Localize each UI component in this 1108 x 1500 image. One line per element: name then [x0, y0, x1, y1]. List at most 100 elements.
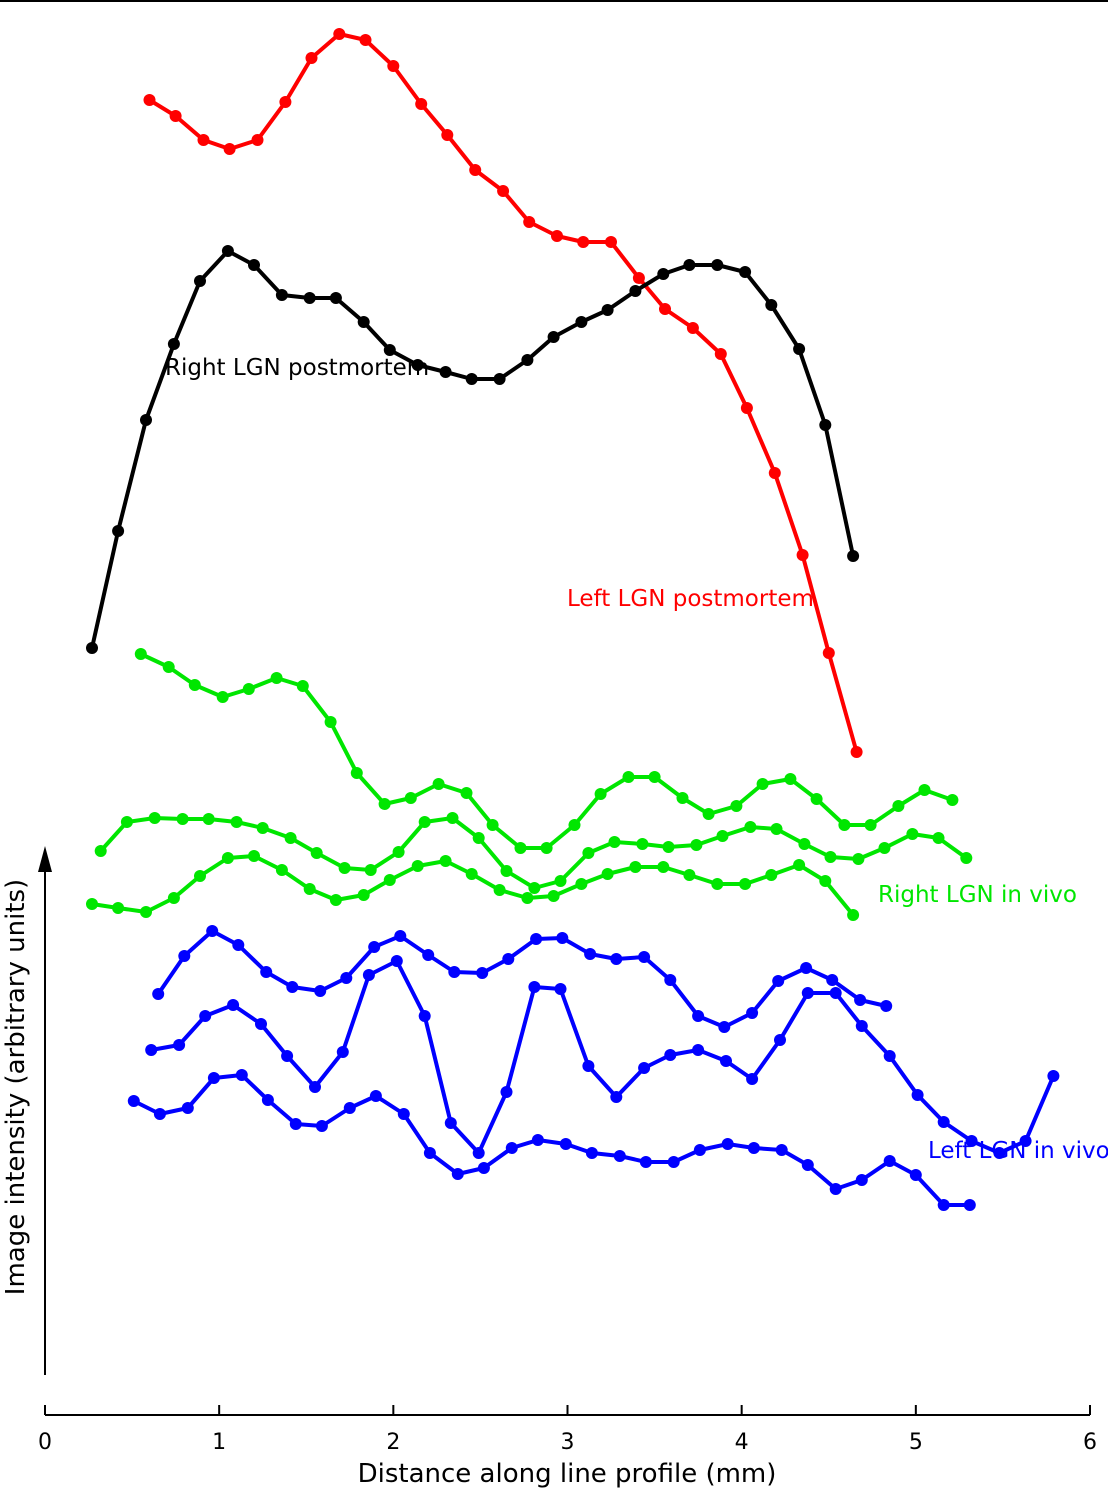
data-point [632, 272, 645, 284]
data-point [86, 642, 98, 654]
data-point [993, 1147, 1006, 1159]
data-point [775, 1144, 788, 1156]
data-point [918, 784, 931, 796]
data-point [528, 882, 541, 894]
data-point [720, 1055, 732, 1067]
data-point [740, 402, 753, 414]
data-point [232, 939, 245, 951]
data-point [683, 869, 696, 881]
data-point [333, 28, 346, 40]
data-point [690, 839, 703, 851]
data-point [329, 894, 342, 906]
data-point [810, 793, 823, 805]
data-point [255, 1018, 267, 1030]
data-point [638, 951, 651, 963]
x-tick-label: 0 [38, 1430, 52, 1455]
data-point [207, 1072, 220, 1084]
data-point [392, 846, 405, 858]
data-point [852, 853, 865, 865]
data-point [216, 691, 229, 703]
y-axis: Image intensity (arbitrary units) [1, 846, 52, 1375]
x-axis: 0 1 2 3 4 5 6 Distance along line profile (mm) [38, 1405, 1097, 1489]
data-point [199, 1010, 212, 1022]
data-point [744, 821, 757, 833]
series-1 [143, 28, 863, 758]
data-point [465, 373, 478, 385]
series-8 [127, 1069, 976, 1211]
data-point [826, 974, 839, 986]
series-label-left-lgn-postmortem: Left LGN postmortem [567, 586, 814, 612]
data-point [357, 889, 370, 901]
x-tick-label: 3 [561, 1430, 575, 1455]
series-5 [86, 850, 860, 921]
data-point [774, 1034, 786, 1046]
data-point [822, 647, 835, 659]
data-point [716, 830, 729, 842]
data-point [439, 855, 452, 867]
x-tick-label: 2 [386, 1430, 400, 1455]
data-point [883, 1155, 896, 1167]
data-point [477, 1162, 490, 1174]
data-point [746, 1073, 759, 1085]
data-point [554, 875, 567, 887]
data-point [796, 549, 809, 561]
data-point [500, 865, 513, 877]
data-point [824, 851, 837, 863]
data-point [472, 832, 485, 844]
data-point [472, 1147, 485, 1159]
data-point [965, 1135, 978, 1147]
data-point [378, 798, 391, 810]
data-point [315, 1120, 328, 1132]
data-point [476, 967, 489, 979]
data-point [289, 1118, 302, 1130]
data-point [162, 661, 175, 673]
data-point [281, 1050, 294, 1062]
data-point [937, 1116, 950, 1128]
data-point [181, 1102, 194, 1114]
data-point [303, 292, 316, 304]
data-point [486, 819, 499, 831]
data-point [502, 953, 515, 965]
data-point [404, 792, 417, 804]
data-point [439, 366, 452, 378]
data-point [639, 1156, 652, 1168]
data-point [194, 275, 206, 287]
data-point [547, 890, 560, 902]
series-4 [94, 812, 973, 894]
data-point [657, 268, 670, 280]
data-point [847, 550, 860, 562]
data-point [693, 1144, 706, 1156]
data-point [415, 98, 428, 110]
data-point [829, 1183, 842, 1195]
data-point [324, 716, 337, 728]
data-point [275, 864, 288, 876]
data-point [530, 933, 543, 945]
data-point [383, 344, 396, 356]
data-point [765, 869, 778, 881]
data-point [676, 792, 689, 804]
series-3 [134, 648, 959, 854]
data-point [270, 672, 283, 684]
series-line [139, 652, 954, 850]
data-point [451, 1168, 464, 1180]
data-point [284, 832, 297, 844]
data-point [314, 985, 327, 997]
data-point [819, 419, 832, 431]
data-point [303, 883, 316, 895]
data-point [343, 1102, 356, 1114]
data-point [94, 845, 107, 857]
data-point [721, 1138, 734, 1150]
data-point [336, 1046, 349, 1058]
data-point [230, 816, 243, 828]
data-point [585, 1147, 598, 1159]
data-point [556, 932, 569, 944]
data-point [575, 878, 588, 890]
data-point [169, 110, 182, 122]
data-point [309, 1081, 321, 1093]
data-point [176, 813, 189, 825]
data-point [798, 838, 811, 850]
data-point [909, 1169, 922, 1181]
data-point [305, 52, 318, 64]
data-point [310, 847, 323, 859]
